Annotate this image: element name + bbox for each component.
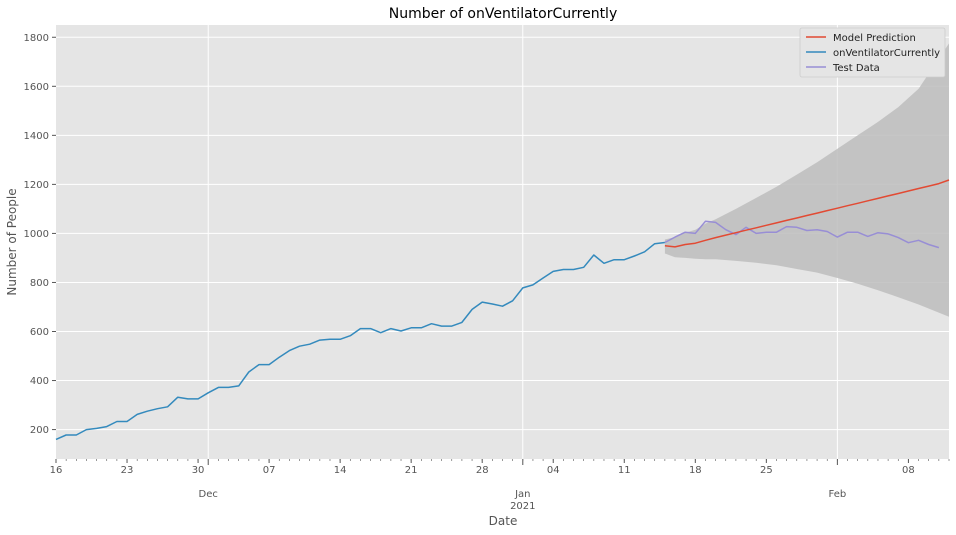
grid-lines — [56, 25, 949, 459]
x-tick-label: 23 — [121, 465, 134, 476]
x-tick-label: 16 — [50, 465, 63, 476]
y-tick-label: 1800 — [24, 33, 49, 44]
x-tick-label: 28 — [476, 465, 489, 476]
y-tick-label: 200 — [30, 425, 49, 436]
confidence-band-layer — [664, 43, 949, 317]
confidence-band — [664, 43, 949, 317]
series-line-test-data — [664, 220, 940, 249]
y-axis-ticks: 200 400 600 800 1000 1200 1400 1600 1800 — [24, 33, 56, 436]
series-layer — [55, 179, 950, 441]
legend-label-test-data: Test Data — [832, 63, 880, 74]
legend-box — [799, 27, 946, 78]
legend-label-model-prediction: Model Prediction — [833, 33, 916, 44]
x-tick-label: 30 — [192, 465, 205, 476]
x-major-tick-sublabel: 2021 — [510, 501, 535, 512]
x-tick-label: 07 — [263, 465, 276, 476]
series-line-onventilatorcurrently — [55, 241, 665, 441]
y-axis-label: Number of People — [5, 188, 19, 295]
x-tick-label: 21 — [405, 465, 418, 476]
x-tick-label: 11 — [618, 465, 631, 476]
chart-title: Number of onVentilatorCurrently — [389, 6, 617, 22]
y-tick-label: 1600 — [24, 82, 49, 93]
y-tick-label: 1400 — [24, 131, 49, 142]
y-tick-label: 400 — [30, 376, 49, 387]
x-tick-label: 08 — [902, 465, 915, 476]
series-line-model-prediction — [664, 179, 950, 248]
x-tick-label: 14 — [334, 465, 347, 476]
x-tick-label: 18 — [689, 465, 702, 476]
legend: Model Prediction onVentilatorCurrently T… — [799, 27, 946, 78]
y-tick-label: 1200 — [24, 180, 49, 191]
x-major-tick-label: Jan — [514, 489, 530, 500]
y-tick-label: 1000 — [24, 229, 49, 240]
x-tick-label: 25 — [760, 465, 773, 476]
x-major-tick-label: Dec — [199, 489, 218, 500]
x-axis-label: Date — [489, 514, 518, 528]
y-tick-label: 800 — [30, 278, 49, 289]
legend-label-onventilatorcurrently: onVentilatorCurrently — [833, 48, 940, 59]
y-tick-label: 600 — [30, 327, 49, 338]
x-major-tick-label: Feb — [829, 489, 847, 500]
x-tick-label: 04 — [547, 465, 560, 476]
